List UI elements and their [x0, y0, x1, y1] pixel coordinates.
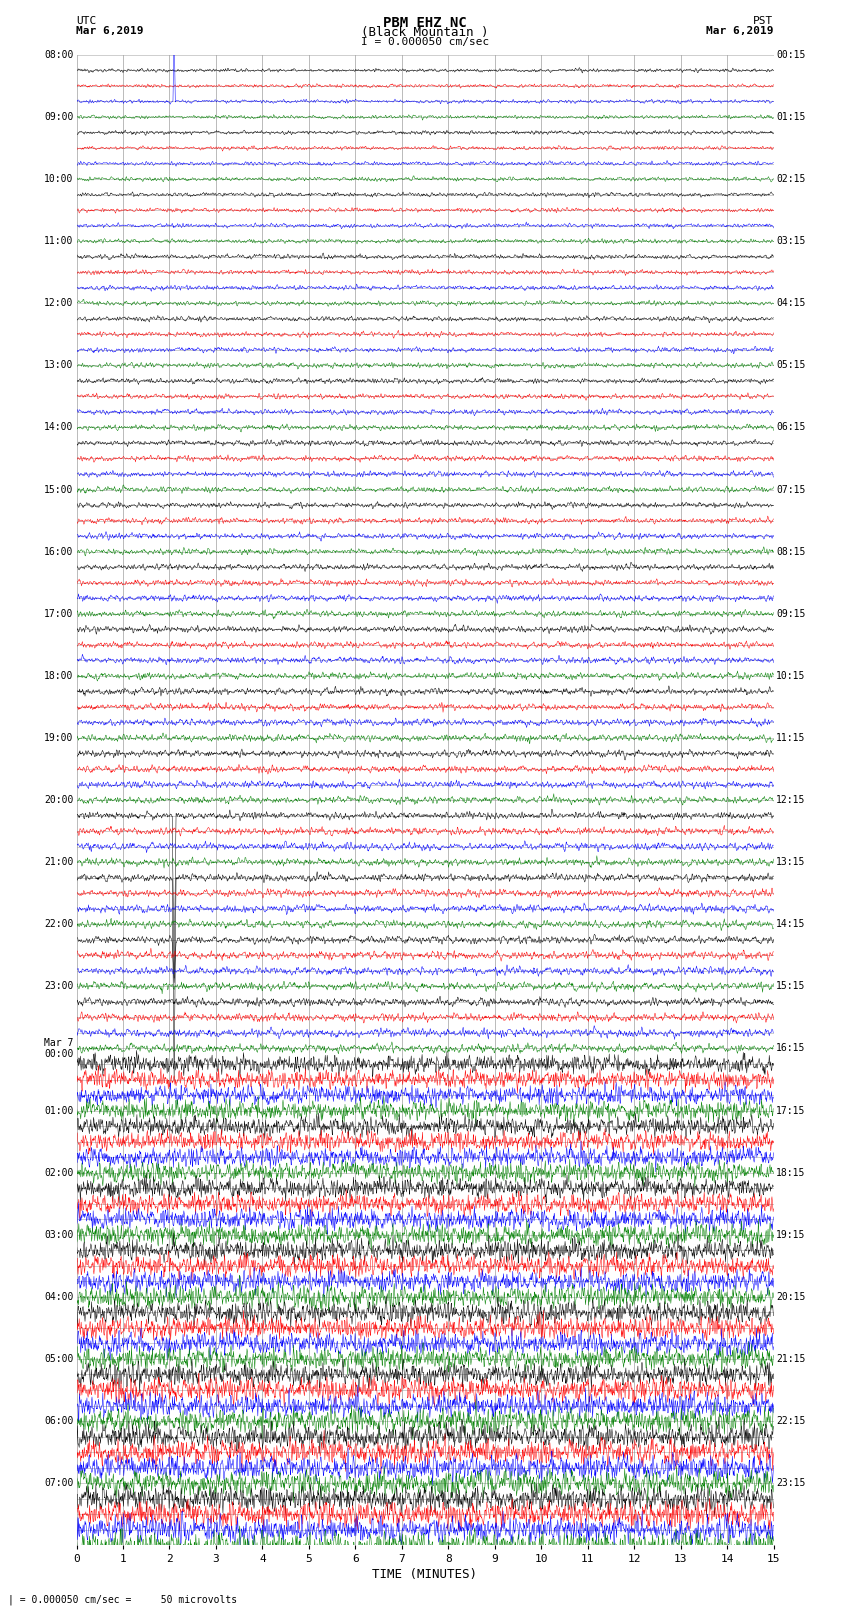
Text: PBM EHZ NC: PBM EHZ NC [383, 16, 467, 31]
Text: | = 0.000050 cm/sec =     50 microvolts: | = 0.000050 cm/sec = 50 microvolts [8, 1594, 238, 1605]
Text: Mar 6,2019: Mar 6,2019 [706, 26, 774, 35]
Text: Mar 6,2019: Mar 6,2019 [76, 26, 144, 35]
Text: (Black Mountain ): (Black Mountain ) [361, 26, 489, 39]
Text: UTC: UTC [76, 16, 97, 26]
X-axis label: TIME (MINUTES): TIME (MINUTES) [372, 1568, 478, 1581]
Text: I = 0.000050 cm/sec: I = 0.000050 cm/sec [361, 37, 489, 47]
Text: PST: PST [753, 16, 774, 26]
